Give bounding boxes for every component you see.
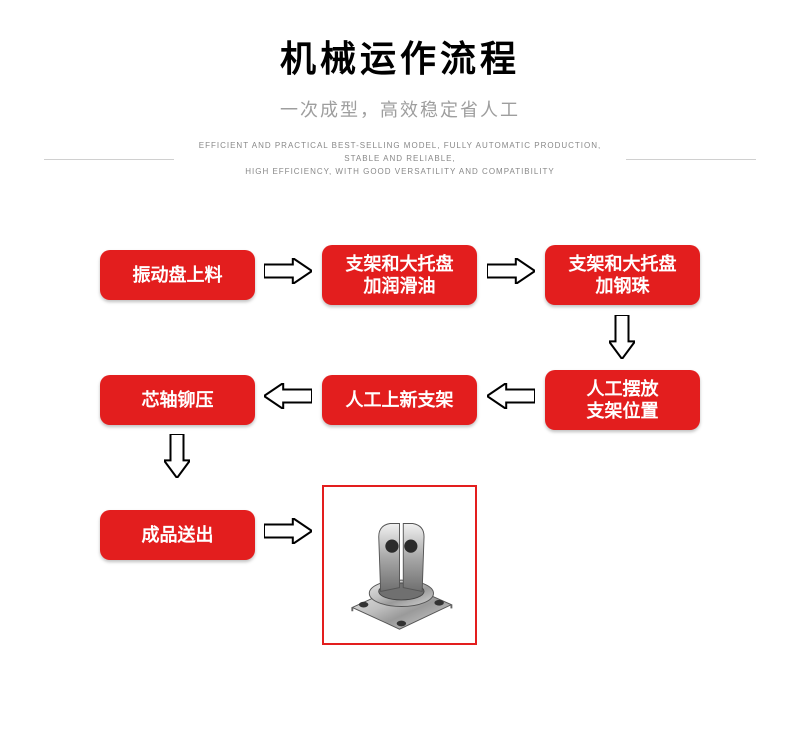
arrow-a2-right xyxy=(487,258,535,284)
step-s4: 人工摆放支架位置 xyxy=(545,370,700,430)
subtitle: 一次成型，高效稳定省人工 xyxy=(0,96,800,122)
step-s3: 支架和大托盘加钢珠 xyxy=(545,245,700,305)
step-s7: 成品送出 xyxy=(100,510,255,560)
divider-right xyxy=(626,159,756,160)
step-s5: 人工上新支架 xyxy=(322,375,477,425)
divider-left xyxy=(44,159,174,160)
step-s1: 振动盘上料 xyxy=(100,250,255,300)
arrow-a5-left xyxy=(264,383,312,409)
arrow-a7-right xyxy=(264,518,312,544)
product-output-box xyxy=(322,485,477,645)
arrow-a3-down xyxy=(609,315,635,359)
arrow-a1-right xyxy=(264,258,312,284)
caster-bracket-icon xyxy=(324,487,475,643)
main-title: 机械运作流程 xyxy=(0,30,800,82)
step-s2: 支架和大托盘加润滑油 xyxy=(322,245,477,305)
flowchart-area: 振动盘上料 支架和大托盘加润滑油 支架和大托盘加钢珠人工摆放支架位置 人工上新支架 芯轴… xyxy=(0,230,800,710)
step-s6: 芯轴铆压 xyxy=(100,375,255,425)
english-line-2: HIGH EFFICIENCY, WITH GOOD VERSATILITY A… xyxy=(190,166,610,179)
arrow-a6-down xyxy=(164,434,190,478)
english-line-1: EFFICIENT AND PRACTICAL BEST-SELLING MOD… xyxy=(190,140,610,166)
arrow-a4-left xyxy=(487,383,535,409)
english-caption: EFFICIENT AND PRACTICAL BEST-SELLING MOD… xyxy=(190,140,610,178)
divider-row: EFFICIENT AND PRACTICAL BEST-SELLING MOD… xyxy=(0,140,800,178)
